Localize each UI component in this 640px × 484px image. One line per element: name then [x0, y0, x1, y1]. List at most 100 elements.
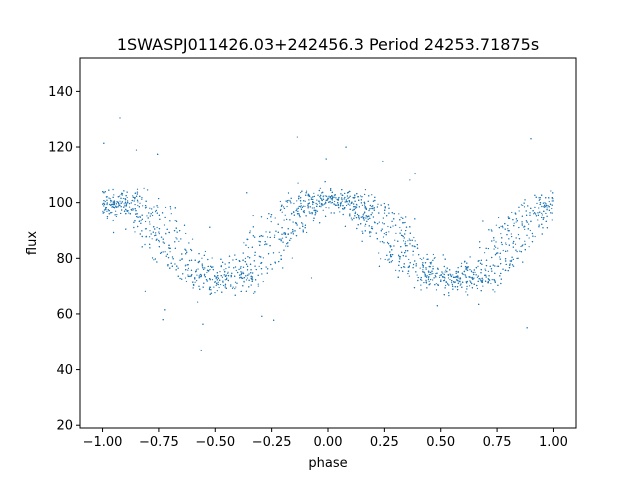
data-point: [546, 207, 548, 209]
data-point: [192, 287, 194, 289]
data-point: [179, 230, 181, 232]
data-point: [535, 196, 537, 198]
data-point: [356, 213, 359, 216]
data-point: [289, 239, 291, 241]
data-point: [424, 272, 426, 274]
data-point: [304, 200, 306, 202]
data-point: [411, 245, 413, 247]
data-point: [222, 261, 224, 263]
data-point: [210, 292, 213, 294]
data-point: [239, 267, 242, 269]
data-point: [400, 246, 402, 248]
data-point: [209, 293, 211, 295]
data-point: [140, 222, 142, 224]
data-point: [350, 217, 353, 219]
data-point: [360, 199, 362, 201]
data-point: [271, 268, 273, 270]
data-point: [473, 277, 475, 279]
data-point: [133, 197, 136, 199]
data-point: [430, 263, 432, 265]
data-point: [318, 200, 320, 202]
data-point: [504, 228, 506, 230]
data-point: [237, 271, 239, 274]
data-point: [457, 267, 459, 269]
data-point: [123, 206, 125, 208]
data-point: [363, 216, 365, 219]
data-point: [293, 202, 295, 205]
data-point: [530, 220, 532, 222]
data-point: [139, 216, 141, 218]
data-point: [511, 259, 513, 261]
data-point: [218, 286, 220, 289]
data-point: [393, 245, 395, 247]
data-point: [538, 224, 540, 226]
data-point: [330, 202, 332, 204]
data-point: [451, 283, 454, 286]
data-point: [246, 265, 249, 267]
data-point: [181, 253, 183, 255]
data-point: [367, 215, 369, 217]
data-point: [223, 269, 225, 271]
data-point: [454, 276, 456, 278]
data-point: [312, 219, 315, 222]
data-point: [338, 206, 340, 209]
data-point: [257, 274, 259, 276]
data-point: [534, 213, 537, 215]
data-point: [201, 265, 204, 267]
data-point: [252, 214, 254, 217]
data-point: [296, 213, 299, 215]
data-point: [514, 243, 517, 245]
data-point: [200, 349, 202, 352]
data-point: [146, 215, 148, 217]
data-point: [105, 206, 107, 209]
data-point: [507, 228, 509, 230]
data-point: [364, 223, 367, 225]
data-point: [352, 197, 354, 199]
data-point: [358, 218, 360, 220]
data-point: [487, 247, 490, 250]
data-point: [249, 232, 251, 234]
data-point: [371, 207, 374, 210]
data-point: [125, 228, 127, 230]
data-point: [349, 195, 351, 197]
data-point: [274, 261, 276, 263]
data-point: [480, 280, 482, 282]
data-point: [235, 269, 237, 272]
data-point: [440, 274, 443, 276]
data-point: [464, 274, 466, 276]
data-point: [365, 208, 367, 210]
data-point: [545, 197, 547, 199]
data-point: [324, 203, 326, 205]
data-point: [466, 288, 468, 290]
data-point: [151, 257, 154, 259]
data-point: [487, 270, 489, 272]
data-point: [524, 249, 526, 251]
data-point: [409, 232, 411, 234]
data-point: [426, 275, 428, 277]
data-point: [508, 217, 511, 219]
data-point: [296, 224, 298, 226]
data-point: [365, 207, 367, 210]
data-point: [415, 271, 417, 273]
data-point: [280, 205, 283, 207]
data-point: [370, 207, 372, 210]
data-point: [419, 257, 421, 260]
data-point: [216, 279, 218, 281]
data-point: [440, 280, 442, 283]
data-point: [149, 236, 151, 238]
data-point: [261, 273, 263, 275]
data-point: [108, 213, 110, 215]
data-point: [221, 276, 224, 278]
data-point: [283, 233, 285, 235]
data-point: [214, 281, 216, 283]
data-point: [362, 216, 364, 218]
data-point: [291, 257, 293, 259]
data-point: [149, 207, 151, 209]
data-point: [519, 250, 521, 252]
data-point: [345, 200, 348, 203]
data-point: [402, 217, 404, 219]
data-point: [295, 222, 297, 224]
data-point: [230, 285, 232, 287]
data-point: [353, 197, 355, 199]
data-point: [257, 283, 259, 285]
